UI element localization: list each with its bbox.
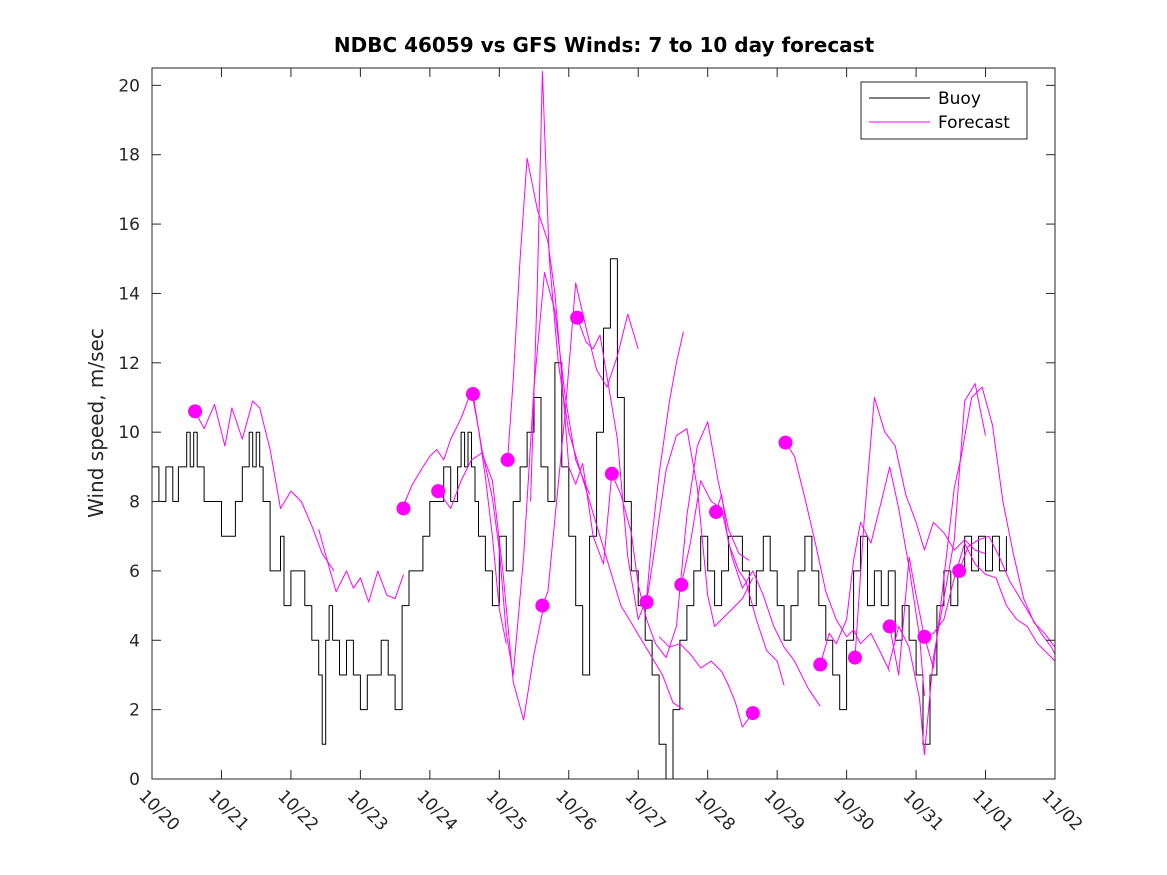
- forecast-start-marker: [465, 387, 480, 402]
- forecast-start-marker: [952, 563, 967, 578]
- forecast-series-line: [785, 442, 891, 672]
- forecast-series-line: [854, 397, 986, 658]
- forecast-series-line: [680, 480, 821, 707]
- marker-layer: [188, 310, 967, 721]
- series-layer: [152, 71, 1056, 780]
- plot-frame: [151, 67, 1056, 780]
- y-tick-label: 12: [118, 354, 140, 374]
- legend-buoy-label: Buoy: [938, 89, 981, 109]
- forecast-series-line: [472, 272, 591, 676]
- forecast-series-line: [541, 282, 639, 606]
- plot-area: [151, 67, 1056, 780]
- forecast-start-marker: [709, 504, 724, 519]
- forecast-start-marker: [570, 310, 585, 325]
- forecast-series-line: [646, 428, 754, 627]
- forecast-series-line: [715, 494, 785, 686]
- forecast-series-line: [658, 636, 754, 728]
- forecast-series-line: [887, 383, 986, 756]
- forecast-start-marker: [188, 404, 203, 419]
- legend: Buoy Forecast: [860, 81, 1028, 140]
- forecast-series-line: [194, 400, 335, 572]
- forecast-series-line: [507, 157, 613, 565]
- y-axis-label: Wind speed, m/sec: [84, 328, 108, 518]
- forecast-series-line: [889, 542, 1056, 676]
- legend-forecast-label: Forecast: [938, 113, 1010, 133]
- forecast-series-line: [576, 317, 684, 620]
- y-tick-label: 14: [118, 284, 140, 304]
- y-tick-label: 16: [118, 215, 140, 235]
- forecast-series-line: [401, 390, 507, 644]
- forecast-start-marker: [500, 452, 515, 467]
- forecast-start-marker: [917, 629, 932, 644]
- y-tick-label: 8: [129, 493, 140, 513]
- y-tick-label: 0: [129, 770, 140, 790]
- y-axis: 0 2 4 6 8 10 12 14 16 18 20: [118, 76, 1055, 790]
- forecast-series-line: [958, 535, 1056, 655]
- forecast-start-marker: [396, 501, 411, 516]
- forecast-series-line: [437, 452, 545, 721]
- y-tick-label: 4: [129, 631, 140, 651]
- forecast-start-marker: [535, 598, 550, 613]
- y-tick-label: 2: [129, 701, 140, 721]
- y-tick-label: 18: [118, 146, 140, 166]
- forecast-series-line: [530, 71, 684, 711]
- forecast-start-marker: [604, 466, 619, 481]
- forecast-start-marker: [778, 435, 793, 450]
- forecast-start-marker: [639, 595, 654, 610]
- forecast-series-line: [318, 529, 404, 603]
- forecast-series-line: [819, 466, 925, 696]
- forecast-start-marker: [745, 706, 760, 721]
- chart-title: NDBC 46059 vs GFS Winds: 7 to 10 day for…: [334, 33, 875, 57]
- forecast-start-marker: [847, 650, 862, 665]
- forecast-start-marker: [813, 657, 828, 672]
- forecast-start-marker: [431, 484, 446, 499]
- y-tick-label: 20: [118, 76, 140, 96]
- forecast-series-line: [611, 421, 750, 659]
- y-tick-label: 6: [129, 562, 140, 582]
- forecast-start-marker: [674, 577, 689, 592]
- y-tick-label: 10: [118, 423, 140, 443]
- forecast-start-marker: [882, 619, 897, 634]
- legend-box: [860, 81, 1028, 140]
